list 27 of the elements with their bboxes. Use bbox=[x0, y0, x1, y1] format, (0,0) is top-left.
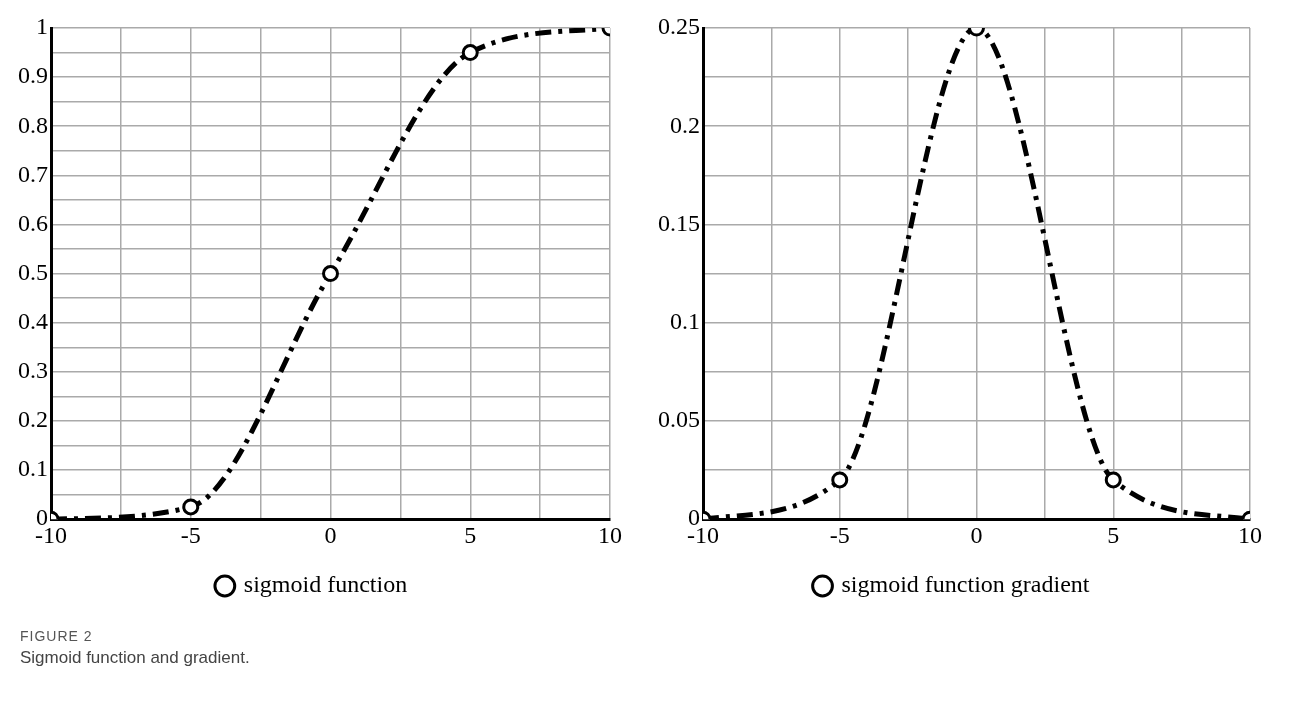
x-tick-label: 0 bbox=[324, 521, 337, 548]
y-tick-label: 0.9 bbox=[18, 62, 48, 89]
y-tick-label: 0.05 bbox=[658, 406, 700, 433]
y-tick-label: 0.1 bbox=[670, 308, 700, 335]
text: Sigmoid function and gradient. bbox=[20, 648, 250, 668]
x-tick-label: 5 bbox=[464, 521, 477, 548]
x-tick-label: -5 bbox=[180, 521, 201, 548]
y-tick-label: 0.5 bbox=[18, 258, 48, 285]
y-tick-label: 0.1 bbox=[18, 455, 48, 482]
y-tick-label: 0.7 bbox=[18, 160, 48, 187]
y-tick-label: 0.6 bbox=[18, 209, 48, 236]
y-tick-label: 0.2 bbox=[18, 406, 48, 433]
x-tick-label: 10 bbox=[598, 521, 622, 548]
x-tick-label: 0 bbox=[970, 521, 983, 548]
y-tick-label: 0.25 bbox=[658, 13, 700, 40]
y-tick-label: 0.2 bbox=[670, 111, 700, 138]
y-tick-label: 0.15 bbox=[658, 209, 700, 236]
legend-label: sigmoid function bbox=[243, 571, 408, 598]
y-tick-label: 0.4 bbox=[18, 308, 48, 335]
x-tick-label: 5 bbox=[1107, 521, 1120, 548]
caption: FIGURE 2 bbox=[20, 628, 94, 644]
x-tick-label: 10 bbox=[1238, 521, 1262, 548]
y-tick-label: 0.8 bbox=[18, 111, 48, 138]
x-tick-label: -5 bbox=[829, 521, 850, 548]
legend-label: sigmoid function gradient bbox=[841, 571, 1090, 598]
y-tick-label: 1 bbox=[36, 13, 48, 40]
y-tick-label: 0.3 bbox=[18, 357, 48, 384]
